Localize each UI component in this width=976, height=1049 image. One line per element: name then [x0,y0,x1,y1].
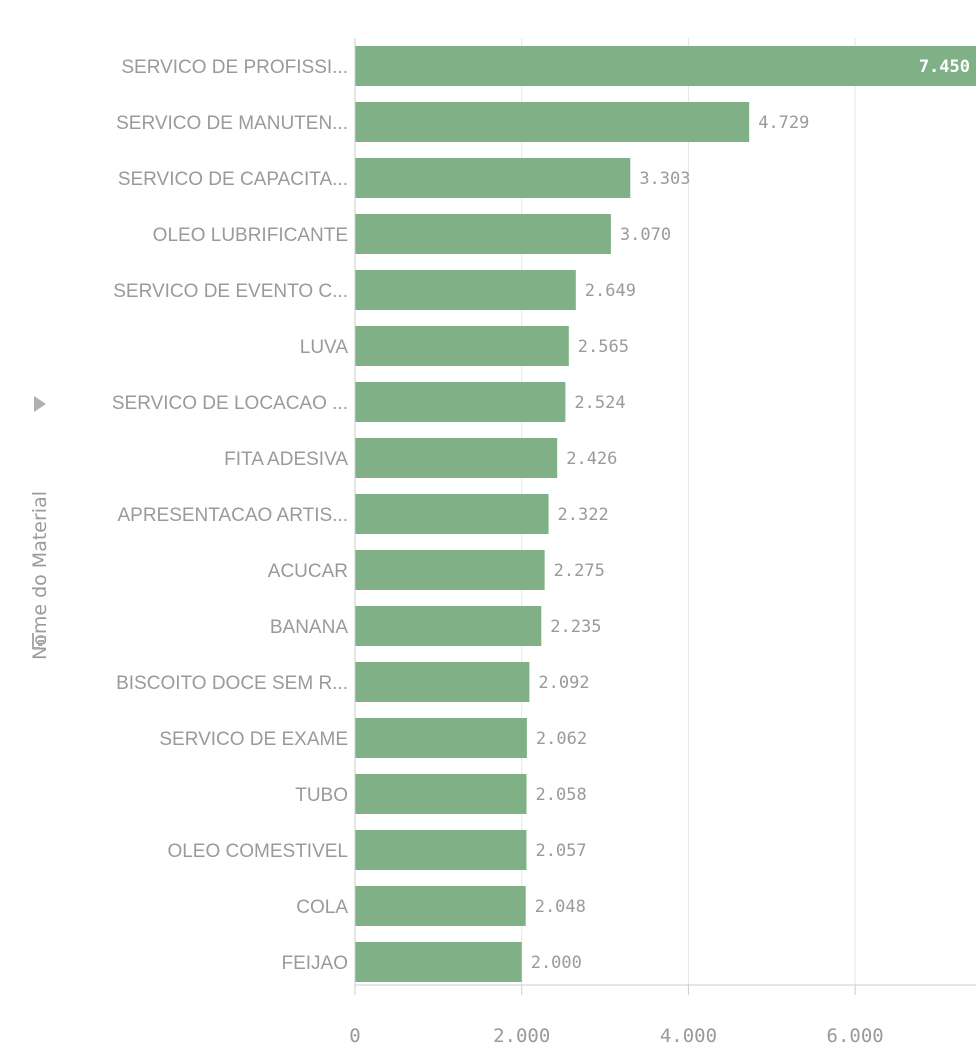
category-label: APRESENTACAO ARTIS... [117,505,348,526]
category-label: SERVICO DE PROFISSI... [121,57,348,78]
value-label: 2.000 [531,953,582,973]
category-label: SERVICO DE LOCACAO ... [112,393,348,414]
value-label: 2.322 [558,505,609,525]
value-label: 2.062 [536,729,587,749]
value-label: 2.048 [535,897,586,917]
bar[interactable] [355,102,750,142]
value-label: 3.303 [639,169,690,189]
value-label: 2.058 [536,785,587,805]
category-label: TUBO [295,785,348,806]
expand-arrow-icon[interactable] [34,396,46,412]
category-label: SERVICO DE EVENTO C... [113,281,348,302]
bar[interactable] [355,718,527,758]
value-label: 2.426 [566,449,617,469]
category-label: OLEO LUBRIFICANTE [153,225,348,246]
category-label: SERVICO DE EXAME [159,729,348,750]
value-label: 7.450 [919,57,970,77]
category-label: ACUCAR [268,561,348,582]
value-label: 2.057 [535,841,586,861]
category-label: OLEO COMESTIVEL [167,841,348,862]
bar[interactable] [355,382,566,422]
bar[interactable] [355,214,611,254]
value-label: 2.235 [550,617,601,637]
x-tick-label: 2.000 [493,1025,550,1047]
bar[interactable] [355,774,527,814]
value-label: 2.565 [578,337,629,357]
bar[interactable] [355,494,549,534]
value-label: 2.275 [554,561,605,581]
value-label: 2.524 [574,393,625,413]
category-label: FITA ADESIVA [224,449,348,470]
category-label: BISCOITO DOCE SEM R... [116,673,348,694]
category-label: SERVICO DE MANUTEN... [116,113,348,134]
category-label: FEIJAO [281,953,348,974]
bar[interactable] [355,662,530,702]
category-labels: SERVICO DE PROFISSI... SERVICO DE MANUTEN… [112,57,348,974]
bar[interactable] [355,830,527,870]
x-tick-label: 0 [349,1025,360,1047]
bar[interactable] [355,158,631,198]
bar[interactable] [355,886,526,926]
value-label: 4.729 [758,113,809,133]
sort-icon[interactable] [32,633,46,649]
value-label: 2.649 [585,281,636,301]
bar[interactable] [355,438,558,478]
value-label: 3.070 [620,225,671,245]
value-labels: 7.450 4.729 3.303 3.070 2.649 2.565 2.524 2.426… [531,57,970,973]
x-tick-label: 4.000 [660,1025,717,1047]
x-axis: 0 2.000 4.000 6.000 [349,38,976,1047]
x-tick-label: 6.000 [827,1025,884,1047]
bar[interactable] [355,270,576,310]
category-label: LUVA [300,337,349,358]
y-axis-title-text: Nome do Material [29,491,51,660]
category-label: BANANA [270,617,348,638]
bar[interactable] [355,326,569,366]
bar[interactable] [355,942,522,982]
bar[interactable] [355,46,976,86]
bar[interactable] [355,606,542,646]
bars [355,46,976,982]
category-label: SERVICO DE CAPACITA... [118,169,348,190]
category-label: COLA [296,897,348,918]
bar[interactable] [355,550,545,590]
value-label: 2.092 [538,673,589,693]
y-axis-title: Nome do Material [29,491,51,660]
